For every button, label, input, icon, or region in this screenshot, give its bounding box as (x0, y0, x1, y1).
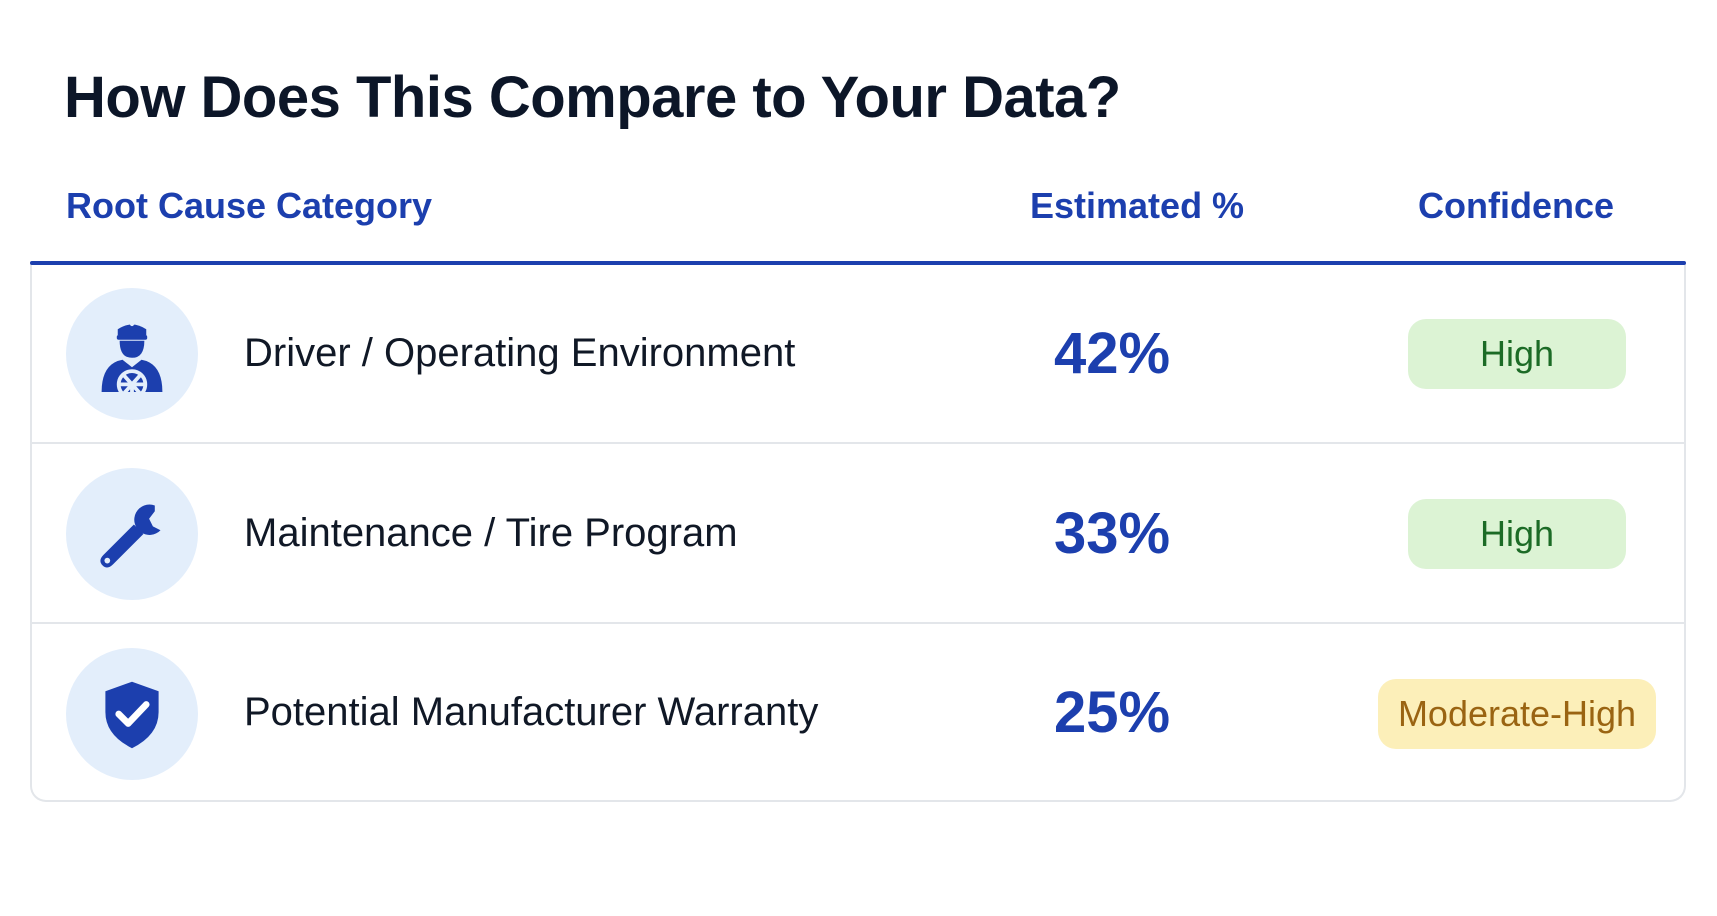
column-header-confidence: Confidence (1418, 185, 1615, 226)
column-header-estimated: Estimated % (1030, 185, 1245, 226)
table-header: Root Cause Category Estimated % Confiden… (32, 185, 1688, 265)
root-cause-table: Driver / Operating Environment 42% High … (30, 261, 1686, 802)
table-row: Potential Manufacturer Warranty 25% Mode… (32, 624, 1684, 800)
confidence-badge: High (1408, 499, 1626, 569)
estimated-percent: 42% (1053, 320, 1171, 386)
table-row: Maintenance / Tire Program 33% High (32, 444, 1684, 624)
page-title: How Does This Compare to Your Data? (64, 65, 1121, 130)
shield-check-icon (66, 648, 198, 780)
wrench-icon (66, 468, 198, 600)
column-header-category: Root Cause Category (66, 185, 433, 226)
estimated-percent: 33% (1053, 500, 1171, 566)
category-label: Potential Manufacturer Warranty (244, 689, 819, 734)
table-row: Driver / Operating Environment 42% High (32, 264, 1684, 444)
estimated-percent: 25% (1053, 679, 1171, 745)
confidence-badge: Moderate-High (1378, 679, 1656, 749)
category-label: Maintenance / Tire Program (244, 510, 738, 555)
driver-icon (66, 288, 198, 420)
confidence-badge: High (1408, 319, 1626, 389)
category-label: Driver / Operating Environment (244, 330, 796, 375)
